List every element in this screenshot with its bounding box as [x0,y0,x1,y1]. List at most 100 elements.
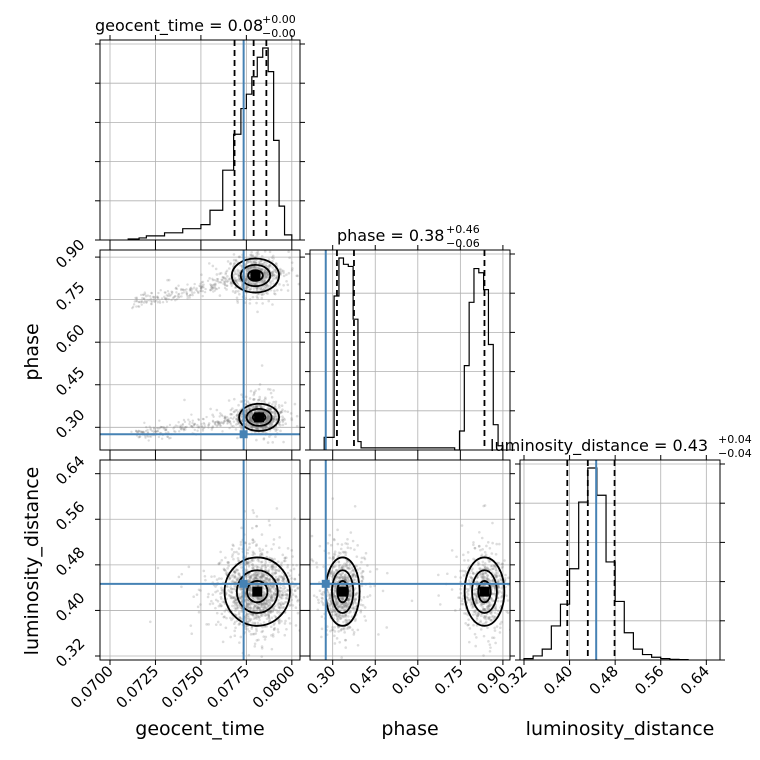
sample-point [342,615,346,619]
sample-point [288,604,292,607]
sample-point [191,421,194,425]
sample-point [255,606,259,610]
sample-point [259,259,263,262]
sample-point [254,405,258,409]
sample-point [201,417,205,421]
sample-point [258,383,262,386]
sample-point [345,607,348,610]
sample-point [471,567,474,570]
sample-point [214,267,218,271]
sample-point [259,553,262,556]
sample-point [486,604,490,608]
sample-point [196,429,199,432]
sample-point [341,576,345,579]
sample-point [264,602,268,606]
sample-point [484,571,488,575]
sample-point [253,621,257,625]
sample-point [221,275,224,279]
sample-point [495,574,498,577]
sample-point [280,561,284,565]
sample-point [260,560,264,564]
sample-point [276,628,280,631]
sample-point [177,292,181,296]
sample-point [209,288,212,292]
sample-point [458,608,462,611]
sample-point [223,281,227,285]
sample-point [287,250,290,254]
sample-point [275,262,278,265]
sample-point [499,577,502,580]
sample-point [294,606,298,609]
sample-point [234,576,237,579]
sample-point [265,264,268,268]
sample-point [271,266,275,269]
sample-point [490,610,494,613]
sample-point [233,580,237,584]
sample-point [263,564,267,567]
sample-point [200,287,203,291]
sample-point [262,579,266,583]
sample-point [247,580,251,584]
sample-point [270,599,274,603]
sample-point [320,592,323,596]
sample-point [268,587,272,591]
sample-point [245,619,248,623]
sample-point [470,576,473,580]
sample-point [337,564,341,568]
sample-point [261,574,265,577]
sample-point [266,598,270,602]
sample-point [250,266,253,270]
sample-point [344,618,348,622]
sample-point [156,429,160,433]
sample-point [352,599,356,602]
sample-point [470,569,474,573]
sample-point [295,424,299,428]
sample-point [282,580,286,584]
sample-point [339,614,343,618]
sample-point [459,569,462,573]
sample-point [277,578,281,582]
sample-point [251,538,255,542]
sample-point [266,564,270,567]
sample-point [265,599,269,602]
sample-point [266,418,270,421]
sample-point [486,578,490,582]
sample-point [245,605,249,608]
sample-point [320,627,324,631]
sample-point [499,626,502,630]
sample-point [260,645,264,648]
sample-point [274,427,278,431]
tick-label-x: 0.64 [677,662,713,698]
sample-point [486,574,489,577]
sample-point [282,587,285,591]
sample-point [477,544,481,548]
sample-point [259,405,263,409]
sample-point [245,288,248,291]
sample-point [248,586,252,590]
sample-point [494,575,498,578]
sample-point [337,554,340,558]
sample-point [174,424,178,427]
sample-point [258,575,261,579]
sample-point [267,603,271,607]
sample-point [261,268,265,271]
sample-point [256,598,260,601]
sample-point [484,584,487,587]
sample-point [279,592,282,596]
sample-point [264,275,268,279]
sample-point [148,435,151,438]
sample-point [239,400,243,403]
sample-point [366,595,369,599]
sample-point [248,407,252,411]
sample-point [341,607,344,610]
sample-point [246,598,249,602]
sample-point [280,576,283,579]
sample-point [248,288,251,292]
sample-point [342,605,346,609]
sample-point [248,589,252,593]
sample-point [270,596,273,600]
sample-point [169,436,172,440]
sample-point [345,563,348,567]
sample-point [146,299,149,302]
sample-point [286,588,290,592]
